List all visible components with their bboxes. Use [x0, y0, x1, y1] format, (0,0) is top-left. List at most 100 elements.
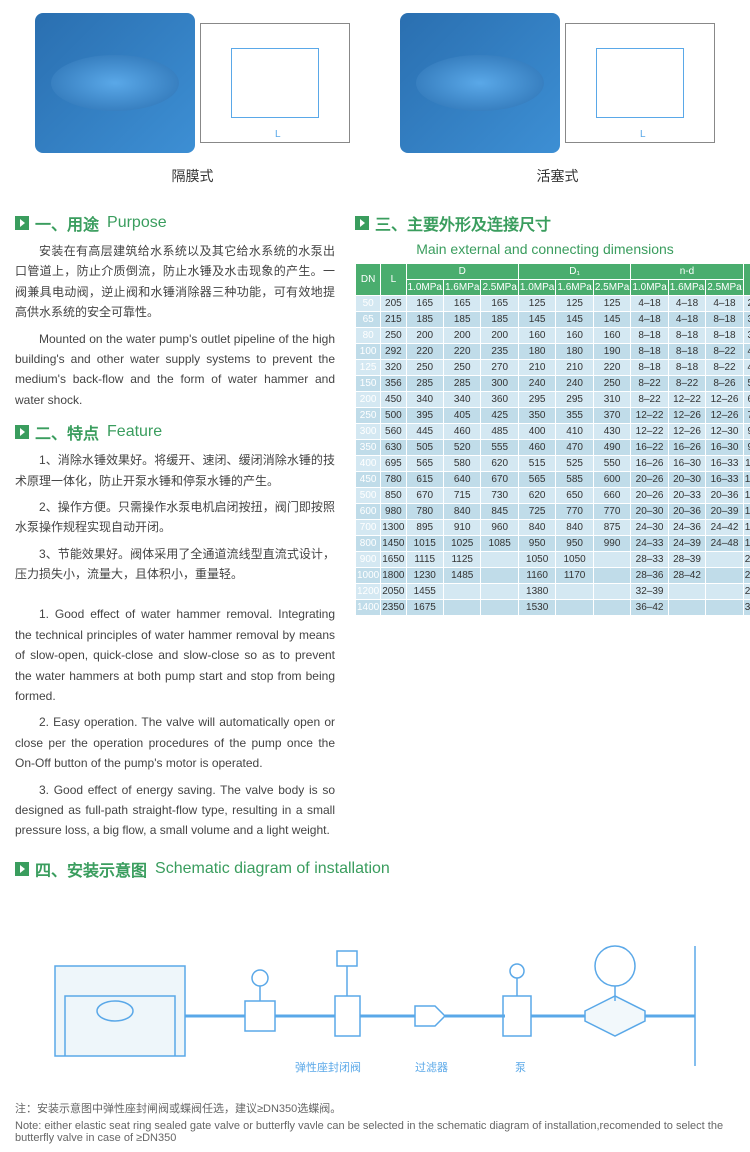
- table-cell: 3200: [743, 600, 750, 616]
- table-cell: 1400: [356, 600, 381, 616]
- table-row: 652151851851851451451454–184–188–18328: [356, 312, 750, 328]
- table-cell: 770: [556, 504, 593, 520]
- th-sub: 2.5MPa: [593, 280, 630, 296]
- table-cell: 875: [593, 520, 630, 536]
- table-cell: 185: [443, 312, 480, 328]
- table-cell: 400: [518, 424, 555, 440]
- th-sub: 2.5MPa: [706, 280, 743, 296]
- table-row: 802502002002001601601608–188–188–18348: [356, 328, 750, 344]
- table-cell: 927: [743, 424, 750, 440]
- table-cell: 24–39: [668, 536, 705, 552]
- table-cell: 292: [381, 344, 406, 360]
- table-cell: 8–26: [706, 376, 743, 392]
- table-cell: 190: [593, 344, 630, 360]
- th-nd: n-d: [631, 264, 743, 280]
- table-cell: 8–18: [631, 344, 668, 360]
- table-cell: 485: [481, 424, 518, 440]
- note-cn: 注：安装示意图中弹性座封闸阀或蝶阀任选，建议≥DN350选蝶阀。: [15, 1100, 735, 1116]
- table-cell: 700: [356, 520, 381, 536]
- table-cell: 543: [743, 376, 750, 392]
- table-cell: 370: [593, 408, 630, 424]
- table-cell: 725: [518, 504, 555, 520]
- table-cell: 640: [443, 472, 480, 488]
- dimensions-title-en: Main external and connecting dimensions: [355, 241, 735, 257]
- table-cell: 980: [381, 504, 406, 520]
- table-row: 800145010151025108595095099024–3324–3924…: [356, 536, 750, 552]
- table-cell: 800: [356, 536, 381, 552]
- feature-header: 二、特点 Feature: [15, 420, 335, 444]
- purpose-title-en: Purpose: [107, 214, 167, 232]
- table-cell: 20–30: [668, 472, 705, 488]
- table-cell: 1900: [743, 536, 750, 552]
- table-cell: 350: [356, 440, 381, 456]
- table-cell: [443, 600, 480, 616]
- table-cell: 20–26: [631, 488, 668, 504]
- table-cell: 670: [481, 472, 518, 488]
- table-cell: 250: [381, 328, 406, 344]
- table-cell: 8–18: [668, 328, 705, 344]
- table-cell: 12–26: [706, 408, 743, 424]
- table-cell: [593, 600, 630, 616]
- table-row: 1002922202202351801801908–188–188–22418: [356, 344, 750, 360]
- table-cell: 24–36: [668, 520, 705, 536]
- table-cell: 1530: [518, 600, 555, 616]
- table-row: 25050039540542535035537012–2212–2612–267…: [356, 408, 750, 424]
- table-cell: 8–18: [631, 328, 668, 344]
- product-piston: 活塞式: [380, 8, 735, 186]
- label-pump: 泵: [515, 1061, 526, 1074]
- table-cell: 340: [443, 392, 480, 408]
- schematic-diagram: 弹性座封闭阀 过滤器 泵: [15, 896, 735, 1096]
- table-cell: 12–22: [668, 392, 705, 408]
- right-column: 三、主要外形及连接尺寸 Main external and connecting…: [355, 201, 735, 847]
- table-cell: [481, 552, 518, 568]
- table-cell: 840: [518, 520, 555, 536]
- table-cell: 36–42: [631, 600, 668, 616]
- table-cell: 695: [381, 456, 406, 472]
- feature-title-cn: 二、特点: [35, 420, 99, 444]
- table-cell: 16–26: [668, 440, 705, 456]
- table-cell: 355: [556, 408, 593, 424]
- table-cell: 65: [356, 312, 381, 328]
- table-cell: 1200: [356, 584, 381, 600]
- table-cell: 730: [481, 488, 518, 504]
- table-cell: 215: [381, 312, 406, 328]
- table-cell: 250: [356, 408, 381, 424]
- table-cell: 2100: [743, 552, 750, 568]
- table-cell: 8–22: [668, 376, 705, 392]
- table-cell: 300: [356, 424, 381, 440]
- product-images-row: 隔膜式 活塞式: [15, 8, 735, 186]
- table-cell: 4–18: [706, 296, 743, 312]
- th-sub: 1.6MPa: [556, 280, 593, 296]
- table-cell: 481: [743, 360, 750, 376]
- table-cell: 630: [381, 440, 406, 456]
- table-cell: 8–22: [706, 360, 743, 376]
- table-cell: 310: [593, 392, 630, 408]
- table-cell: 160: [556, 328, 593, 344]
- table-cell: 295: [518, 392, 555, 408]
- table-row: 50085067071573062065066020–2620–3320–361…: [356, 488, 750, 504]
- table-cell: 160: [518, 328, 555, 344]
- table-row: 140023501675153036–423200: [356, 600, 750, 616]
- left-column: 一、用途 Purpose 安装在有高层建筑给水系统以及其它给水系统的水泵出口管道…: [15, 201, 335, 847]
- table-cell: 180: [556, 344, 593, 360]
- table-cell: 8–22: [706, 344, 743, 360]
- table-cell: 2300: [743, 568, 750, 584]
- table-cell: 770: [593, 504, 630, 520]
- table-cell: 20–26: [631, 472, 668, 488]
- table-cell: [481, 568, 518, 584]
- table-cell: 348: [743, 328, 750, 344]
- table-cell: 565: [518, 472, 555, 488]
- table-cell: 520: [443, 440, 480, 456]
- table-cell: 1000: [356, 568, 381, 584]
- table-cell: 12–22: [631, 408, 668, 424]
- feature-en-3: 3. Good effect of energy saving. The val…: [15, 780, 335, 841]
- table-cell: 565: [406, 456, 443, 472]
- table-cell: 16–33: [706, 472, 743, 488]
- table-cell: 450: [381, 392, 406, 408]
- table-cell: 240: [556, 376, 593, 392]
- table-cell: 600: [356, 504, 381, 520]
- table-cell: 418: [743, 344, 750, 360]
- table-cell: 490: [593, 440, 630, 456]
- table-cell: 673: [743, 392, 750, 408]
- table-cell: 1256: [743, 488, 750, 504]
